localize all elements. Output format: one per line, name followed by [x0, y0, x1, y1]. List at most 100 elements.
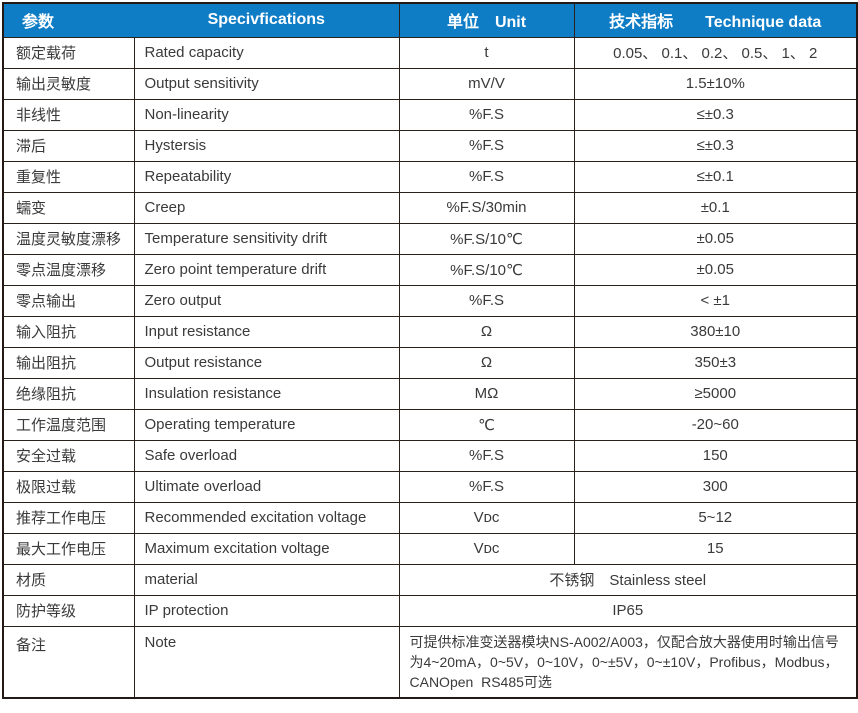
param-name-zh: 额定载荷	[2, 36, 135, 69]
unit-cell: %F.S	[398, 470, 575, 503]
unit-cell: %F.S	[398, 129, 575, 162]
value-cell: 300	[573, 470, 858, 503]
unit-cell: %F.S	[398, 160, 575, 193]
table-row: 额定载荷 Rated capacity t 0.05、 0.1、 0.2、 0.5、 …	[2, 36, 858, 69]
table-row: 输出阻抗 Output resistance Ω 350±3	[2, 346, 858, 379]
table-row: 滞后 Hystersis %F.S ≤±0.3	[2, 129, 858, 162]
param-name-zh: 材质	[2, 563, 135, 596]
param-name-en: Zero point temperature drift	[133, 253, 400, 286]
table-row: 输出灵敏度 Output sensitivity mV/V 1.5±10%	[2, 67, 858, 100]
table-row: 蠕变 Creep %F.S/30min ±0.1	[2, 191, 858, 224]
param-name-en: IP protection	[133, 594, 400, 627]
param-name-en: Maximum excitation voltage	[133, 532, 400, 565]
param-name-en: Temperature sensitivity drift	[133, 222, 400, 255]
table-row: 温度灵敏度漂移 Temperature sensitivity drift %F.S…	[2, 222, 858, 255]
value-cell: 1.5±10%	[573, 67, 858, 100]
value-cell: ≥5000	[573, 377, 858, 410]
param-name-zh: 非线性	[2, 98, 135, 131]
unit-cell: %F.S	[398, 439, 575, 472]
param-name-zh: 输出灵敏度	[2, 67, 135, 100]
param-name-zh: 温度灵敏度漂移	[2, 222, 135, 255]
unit-cell: Ω	[398, 346, 575, 379]
value-cell: -20~60	[573, 408, 858, 441]
merged-value-cell: IP65	[398, 594, 858, 627]
table-row: 极限过载 Ultimate overload %F.S 300	[2, 470, 858, 503]
table-row: 非线性 Non-linearity %F.S ≤±0.3	[2, 98, 858, 131]
spec-table-body: 额定载荷 Rated capacity t 0.05、 0.1、 0.2、 0.5、 …	[2, 36, 858, 699]
table-row: 备注 Note 可提供标准变送器模块NS-A002/A003，仅配合放大器使用时输出…	[2, 625, 858, 699]
value-cell: ≤±0.1	[573, 160, 858, 193]
param-name-en: Hystersis	[133, 129, 400, 162]
table-row: 材质 material 不锈钢 Stainless steel	[2, 563, 858, 596]
value-cell: 150	[573, 439, 858, 472]
param-name-zh: 重复性	[2, 160, 135, 193]
param-name-zh: 工作温度范围	[2, 408, 135, 441]
table-row: 最大工作电压 Maximum excitation voltage Vᴅᴄ 15	[2, 532, 858, 565]
param-name-en: Input resistance	[133, 315, 400, 348]
param-name-zh: 安全过载	[2, 439, 135, 472]
param-name-en: Non-linearity	[133, 98, 400, 131]
unit-cell: Vᴅᴄ	[398, 501, 575, 534]
unit-cell: ℃	[398, 408, 575, 441]
value-cell: 15	[573, 532, 858, 565]
unit-cell: t	[398, 36, 575, 69]
value-cell: ±0.05	[573, 253, 858, 286]
table-row: 零点温度漂移 Zero point temperature drift %F.S/1…	[2, 253, 858, 286]
unit-cell: MΩ	[398, 377, 575, 410]
param-name-zh: 零点输出	[2, 284, 135, 317]
value-cell: ±0.05	[573, 222, 858, 255]
table-row: 输入阻抗 Input resistance Ω 380±10	[2, 315, 858, 348]
param-name-zh: 极限过载	[2, 470, 135, 503]
param-name-zh: 备注	[2, 625, 135, 699]
unit-cell: Vᴅᴄ	[398, 532, 575, 565]
header-row: 参数 Specivfications 单位 Unit 技术指标 Techniqu…	[2, 2, 858, 38]
unit-cell: %F.S/30min	[398, 191, 575, 224]
value-cell: 0.05、 0.1、 0.2、 0.5、 1、 2	[573, 36, 858, 69]
unit-cell: Ω	[398, 315, 575, 348]
spec-table-header: 参数 Specivfications 单位 Unit 技术指标 Techniqu…	[2, 2, 858, 38]
param-name-en: Note	[133, 625, 400, 699]
unit-cell: %F.S/10℃	[398, 253, 575, 286]
param-name-en: Rated capacity	[133, 36, 400, 69]
header-param-label: 参数	[2, 2, 134, 38]
param-name-en: Output resistance	[133, 346, 400, 379]
param-name-en: material	[133, 563, 400, 596]
unit-cell: %F.S	[398, 98, 575, 131]
unit-cell: %F.S	[398, 284, 575, 317]
unit-cell: mV/V	[398, 67, 575, 100]
table-row: 工作温度范围 Operating temperature ℃ -20~60	[2, 408, 858, 441]
table-row: 推荐工作电压 Recommended excitation voltage Vᴅᴄ 5…	[2, 501, 858, 534]
param-name-en: Ultimate overload	[133, 470, 400, 503]
value-cell: < ±1	[573, 284, 858, 317]
note-cell: 可提供标准变送器模块NS-A002/A003，仅配合放大器使用时输出信号为4~2…	[398, 625, 858, 699]
value-cell: 5~12	[573, 501, 858, 534]
table-row: 防护等级 IP protection IP65	[2, 594, 858, 627]
param-name-en: Repeatability	[133, 160, 400, 193]
param-name-en: Safe overload	[133, 439, 400, 472]
param-name-zh: 绝缘阻抗	[2, 377, 135, 410]
unit-cell: %F.S/10℃	[398, 222, 575, 255]
value-cell: ±0.1	[573, 191, 858, 224]
param-name-zh: 零点温度漂移	[2, 253, 135, 286]
param-name-zh: 输出阻抗	[2, 346, 135, 379]
param-name-en: Output sensitivity	[133, 67, 400, 100]
param-name-zh: 最大工作电压	[2, 532, 135, 565]
param-name-en: Operating temperature	[133, 408, 400, 441]
param-name-en: Insulation resistance	[133, 377, 400, 410]
header-spec-label: Specivfications	[134, 2, 400, 38]
param-name-en: Zero output	[133, 284, 400, 317]
param-name-zh: 推荐工作电压	[2, 501, 135, 534]
merged-value-cell: 不锈钢 Stainless steel	[398, 563, 858, 596]
table-row: 绝缘阻抗 Insulation resistance MΩ ≥5000	[2, 377, 858, 410]
value-cell: 350±3	[573, 346, 858, 379]
value-cell: ≤±0.3	[573, 98, 858, 131]
param-name-en: Recommended excitation voltage	[133, 501, 400, 534]
header-data-label: 技术指标 Technique data	[573, 2, 858, 38]
table-row: 零点输出 Zero output %F.S < ±1	[2, 284, 858, 317]
param-name-en: Creep	[133, 191, 400, 224]
value-cell: ≤±0.3	[573, 129, 858, 162]
value-cell: 380±10	[573, 315, 858, 348]
table-row: 安全过载 Safe overload %F.S 150	[2, 439, 858, 472]
param-name-zh: 防护等级	[2, 594, 135, 627]
spec-table: 参数 Specivfications 单位 Unit 技术指标 Techniqu…	[2, 2, 858, 700]
